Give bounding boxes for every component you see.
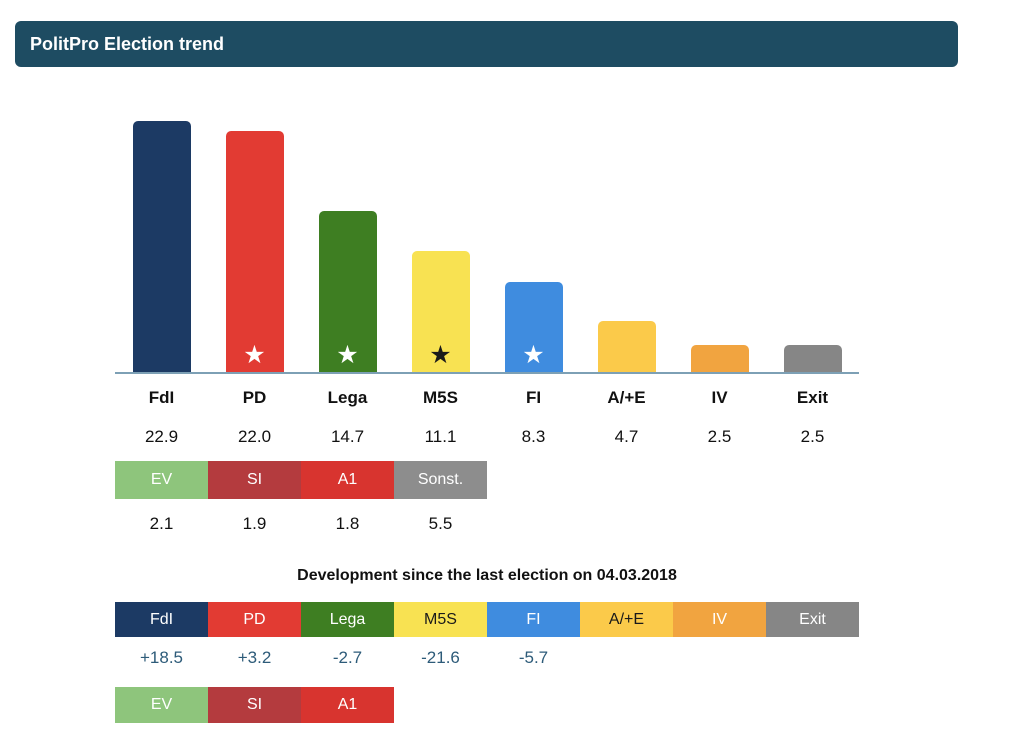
party-label-FI: FI [525, 388, 542, 407]
party-value-FdI: 22.9 [144, 427, 179, 446]
party-label-M5S: M5S [423, 388, 458, 407]
bar-FdI [132, 121, 191, 373]
small-party-cell-Sonst: Sonst. [394, 461, 487, 499]
bar-Exit [783, 345, 842, 373]
star-icon: ★ [243, 341, 266, 369]
bar-PD: ★ [225, 131, 284, 373]
development-small-cell-SI: SI [208, 687, 301, 723]
development-delta-FdI: +18.5 [139, 648, 183, 667]
small-party-value-SI: 1.9 [242, 514, 267, 533]
development-cell-Exit: Exit [766, 602, 859, 637]
development-delta-FI: -5.7 [518, 648, 549, 667]
party-value-IV: 2.5 [707, 427, 732, 446]
party-value-FI: 8.3 [521, 427, 546, 446]
bar-Lega: ★ [318, 211, 377, 373]
party-value-A/+E: 4.7 [614, 427, 639, 446]
development-delta-Exit [766, 648, 859, 668]
bar-A/+E [597, 321, 656, 373]
development-delta-PD: +3.2 [237, 648, 272, 667]
development-cell-FI: FI [487, 602, 580, 637]
development-title: Development since the last election on 0… [297, 567, 677, 584]
development-cell-M5S: M5S [394, 602, 487, 637]
development-delta-row: +18.5 +3.2 -2.7 -21.6 -5.7 [115, 648, 859, 668]
party-label-Lega: Lega [327, 388, 368, 407]
bar-FI: ★ [504, 282, 563, 373]
small-party-value-EV: 2.1 [149, 514, 174, 533]
party-label-IV: IV [711, 388, 728, 407]
party-label-A/+E: A/+E [607, 388, 646, 407]
small-party-value-A1: 1.8 [335, 514, 360, 533]
party-value-Exit: 2.5 [800, 427, 825, 446]
star-icon: ★ [429, 341, 452, 369]
development-delta-M5S: -21.6 [421, 648, 460, 667]
small-parties-band: EV SI A1 Sonst. [115, 461, 487, 499]
party-value-PD: 22.0 [237, 427, 272, 446]
star-icon: ★ [336, 341, 359, 369]
party-values-row: 22.9 22.0 14.7 11.1 8.3 4.7 2.5 2.5 [115, 427, 859, 447]
bar-M5S: ★ [411, 251, 470, 373]
development-cell-IV: IV [673, 602, 766, 637]
party-value-Lega: 14.7 [330, 427, 365, 446]
bar-IV [690, 345, 749, 373]
development-cell-Lega: Lega [301, 602, 394, 637]
development-cell-A/+E: A/+E [580, 602, 673, 637]
development-delta-A/+E [580, 648, 673, 668]
widget-title: PolitPro Election trend [30, 33, 225, 54]
party-label-Exit: Exit [796, 388, 829, 407]
development-delta-IV [673, 648, 766, 668]
widget-header: PolitPro Election trend [15, 21, 958, 67]
party-value-M5S: 11.1 [424, 427, 457, 446]
party-labels-row: FdI PD Lega M5S FI A/+E IV Exit [115, 388, 859, 408]
star-icon: ★ [522, 341, 545, 369]
development-parties-band: FdI PD Lega M5S FI A/+E IV Exit [115, 602, 859, 637]
development-cell-FdI: FdI [115, 602, 208, 637]
small-party-value-Sonst: 5.5 [428, 514, 453, 533]
development-small-cell-EV: EV [115, 687, 208, 723]
party-label-PD: PD [242, 388, 267, 407]
chart-baseline [115, 372, 859, 374]
development-delta-Lega: -2.7 [332, 648, 363, 667]
small-parties-values-row: 2.1 1.9 1.8 5.5 [115, 514, 487, 534]
development-small-cell-A1: A1 [301, 687, 394, 723]
development-cell-PD: PD [208, 602, 301, 637]
small-party-cell-A1: A1 [301, 461, 394, 499]
small-party-cell-EV: EV [115, 461, 208, 499]
bar-chart: ★ ★ ★ ★ [115, 121, 859, 373]
party-label-FdI: FdI [148, 388, 175, 407]
small-party-cell-SI: SI [208, 461, 301, 499]
development-small-parties-band: EV SI A1 [115, 687, 394, 723]
